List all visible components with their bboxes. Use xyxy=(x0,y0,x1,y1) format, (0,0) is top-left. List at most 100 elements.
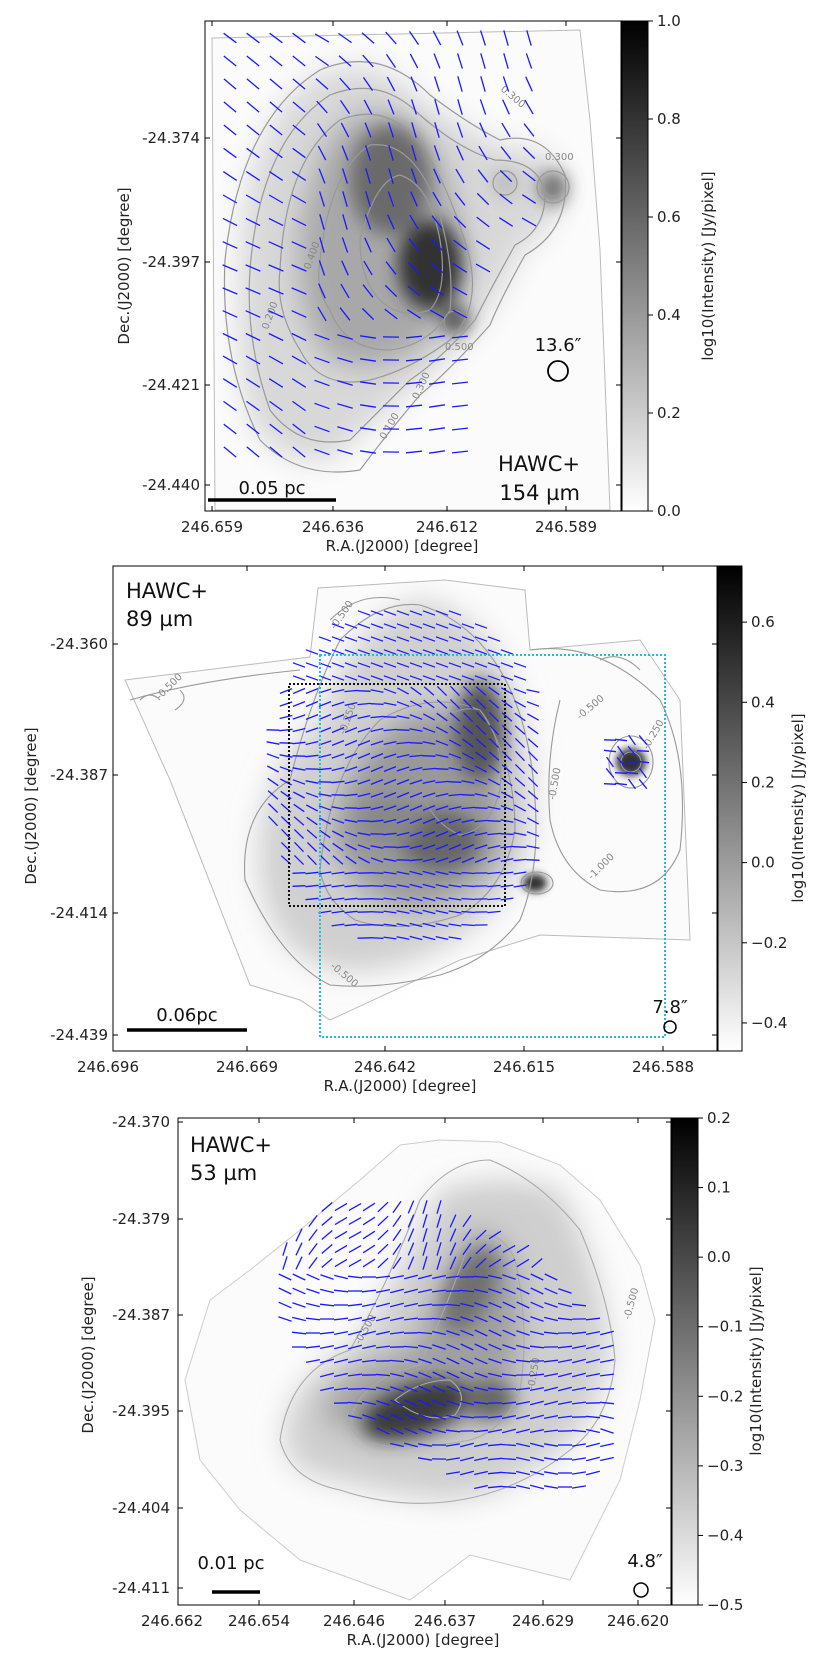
x-tick-labels-89: 246.696 246.669 246.642 246.615 246.588 xyxy=(77,1058,694,1076)
y-tick-label: -24.421 xyxy=(142,376,200,394)
x-tick-label: 246.659 xyxy=(181,518,243,536)
panel-53um: -0.500 0.000 -0.250 -0.500 246.662 246.6… xyxy=(79,1109,765,1649)
x-tick-label: 246.669 xyxy=(216,1058,278,1076)
beam-size-label: 4.8″ xyxy=(627,1551,663,1572)
polarization-vector xyxy=(423,756,436,757)
y-tick-label: -24.414 xyxy=(50,904,108,922)
scale-bar-label: 0.05 pc xyxy=(238,478,305,499)
y-tick-label: -24.397 xyxy=(142,253,200,271)
y-tick-label: -24.404 xyxy=(112,1499,170,1517)
colorbar-tick-label: −0.2 xyxy=(707,1387,743,1405)
contour-label: 0.500 xyxy=(445,342,474,353)
x-tick-label: 246.589 xyxy=(535,518,597,536)
colorbar-53 xyxy=(672,1118,698,1605)
x-tick-label: 246.629 xyxy=(512,1612,574,1630)
colorbar-154 xyxy=(622,21,648,511)
y-tick-labels-154: -24.374 -24.397 -24.421 -24.440 xyxy=(142,129,200,494)
colorbar-tick-label: −0.4 xyxy=(707,1526,743,1544)
x-tick-label: 246.642 xyxy=(354,1058,416,1076)
x-tick-labels-53: 246.662 246.654 246.646 246.637 246.629 … xyxy=(141,1612,669,1630)
polarization-vector xyxy=(371,938,384,939)
colorbar-tick-label: 0.0 xyxy=(707,1248,731,1266)
polarization-vector xyxy=(371,899,384,900)
colorbar-89 xyxy=(718,566,742,1051)
x-tick-label: 246.646 xyxy=(323,1612,385,1630)
colorbar-tick-label: −0.5 xyxy=(707,1596,743,1614)
polarization-vector xyxy=(475,808,488,809)
y-tick-labels-53: -24.370 -24.379 -24.387 -24.395 -24.404 … xyxy=(112,1113,170,1597)
polarization-vector xyxy=(626,762,638,763)
polarization-vector xyxy=(436,769,449,770)
y-axis-label-154: Dec.(J2000) [degree] xyxy=(115,187,133,344)
band-label-instrument: HAWC+ xyxy=(126,579,208,603)
colorbar-label-154: log10(Intensity) [Jy/pixel] xyxy=(699,171,717,360)
y-tick-label: -24.395 xyxy=(112,1402,170,1420)
panel-89um: -0.500 -0.250 -0.500 -1.000 -0.500 -0.25… xyxy=(22,566,807,1095)
y-axis-label-53: Dec.(J2000) [degree] xyxy=(79,1276,97,1433)
colorbar-tick-label: 0.0 xyxy=(751,854,775,872)
colorbar-tick-label: 0.6 xyxy=(657,208,681,226)
intensity-map-89: -0.500 -0.250 -0.500 -1.000 -0.500 -0.25… xyxy=(125,580,690,1037)
x-tick-label: 246.636 xyxy=(302,518,364,536)
polarization-vector xyxy=(501,834,514,835)
intensity-map-53: -0.500 0.000 -0.250 -0.500 xyxy=(185,1140,655,1600)
beam-size-label: 13.6″ xyxy=(535,335,582,356)
polarization-vector xyxy=(604,784,616,785)
colorbar-tick-label: 0.2 xyxy=(707,1109,731,1127)
y-tick-labels-89: -24.360 -24.387 -24.414 -24.439 xyxy=(50,635,108,1044)
polarization-vector xyxy=(371,873,384,874)
colorbar-tick-label: 0.8 xyxy=(657,110,681,128)
polarization-vector xyxy=(527,860,540,861)
y-tick-label: -24.439 xyxy=(50,1026,108,1044)
x-axis-label-53: R.A.(J2000) [degree] xyxy=(347,1631,500,1649)
colorbar-tick-label: 0.6 xyxy=(751,613,775,631)
colorbar-ticks-53: −0.5 −0.4 −0.3 −0.2 −0.1 0.0 0.1 0.2 xyxy=(698,1109,743,1614)
polarization-vector xyxy=(637,751,649,752)
band-label-wavelength: 53 µm xyxy=(190,1161,257,1185)
x-tick-label: 246.696 xyxy=(77,1058,139,1076)
intensity-map-154: 0.200 0.100 0.300 0.400 0.500 0.300 0.30… xyxy=(212,30,610,510)
x-tick-label: 246.612 xyxy=(416,518,478,536)
colorbar-tick-label: 0.1 xyxy=(707,1179,731,1197)
panel-154um: 0.200 0.100 0.300 0.400 0.500 0.300 0.30… xyxy=(115,12,717,555)
polarization-vector xyxy=(371,704,384,705)
colorbar-tick-label: −0.3 xyxy=(707,1457,743,1475)
x-tick-label: 246.588 xyxy=(632,1058,694,1076)
y-axis-label-89: Dec.(J2000) [degree] xyxy=(22,727,40,884)
y-tick-label: -24.374 xyxy=(142,129,200,147)
colorbar-tick-label: 0.2 xyxy=(751,773,775,791)
y-tick-label: -24.370 xyxy=(112,1113,170,1131)
colorbar-tick-label: −0.2 xyxy=(751,934,787,952)
band-label-instrument: HAWC+ xyxy=(498,452,580,476)
polarization-vector xyxy=(514,847,527,848)
polarization-vector xyxy=(410,743,423,744)
colorbar-ticks-154: 0.00.20.40.60.81.0 xyxy=(648,12,681,520)
y-tick-label: -24.360 xyxy=(50,635,108,653)
y-tick-label: -24.411 xyxy=(112,1579,170,1597)
colorbar-tick-label: 1.0 xyxy=(657,12,681,30)
polarization-vector xyxy=(371,912,384,913)
x-axis-label-89: R.A.(J2000) [degree] xyxy=(324,1077,477,1095)
polarization-vector xyxy=(615,773,627,774)
y-tick-label: -24.387 xyxy=(50,766,108,784)
colorbar-tick-label: 0.4 xyxy=(657,306,681,324)
x-tick-label: 246.662 xyxy=(141,1612,203,1630)
band-label-wavelength: 154 µm xyxy=(499,481,580,505)
colorbar-ticks-89: −0.4 −0.2 0.0 0.2 0.4 0.6 xyxy=(742,613,787,1032)
x-tick-labels-154: 246.659 246.636 246.612 246.589 xyxy=(181,518,597,536)
polarization-vector xyxy=(371,925,384,926)
colorbar-tick-label: −0.1 xyxy=(707,1318,743,1336)
x-tick-label: 246.620 xyxy=(607,1612,669,1630)
x-tick-label: 246.637 xyxy=(414,1612,476,1630)
contour-label: 0.300 xyxy=(545,152,574,163)
band-label-wavelength: 89 µm xyxy=(126,607,193,631)
beam-size-label: 7.8″ xyxy=(652,997,688,1018)
scale-bar-label: 0.01 pc xyxy=(197,1553,264,1574)
polarization-vector xyxy=(358,691,371,692)
colorbar-tick-label: 0.4 xyxy=(751,693,775,711)
colorbar-label-53: log10(Intensity) [Jy/pixel] xyxy=(747,1266,765,1455)
colorbar-tick-label: −0.4 xyxy=(751,1014,787,1032)
polarization-vector xyxy=(293,873,306,874)
polarization-vector xyxy=(384,717,397,718)
